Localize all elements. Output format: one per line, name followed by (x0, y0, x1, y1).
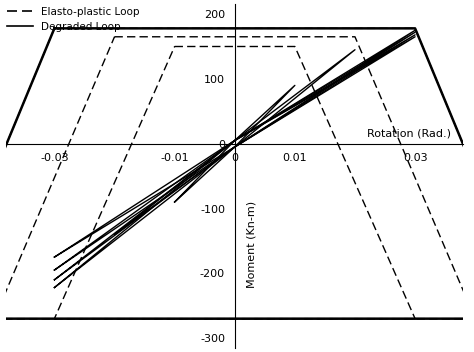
Text: Rotation (Rad.): Rotation (Rad.) (367, 128, 451, 139)
Text: Moment (Kn-m): Moment (Kn-m) (247, 201, 257, 288)
Legend: Elasto-plastic Loop, Degraded Loop: Elasto-plastic Loop, Degraded Loop (2, 3, 144, 36)
